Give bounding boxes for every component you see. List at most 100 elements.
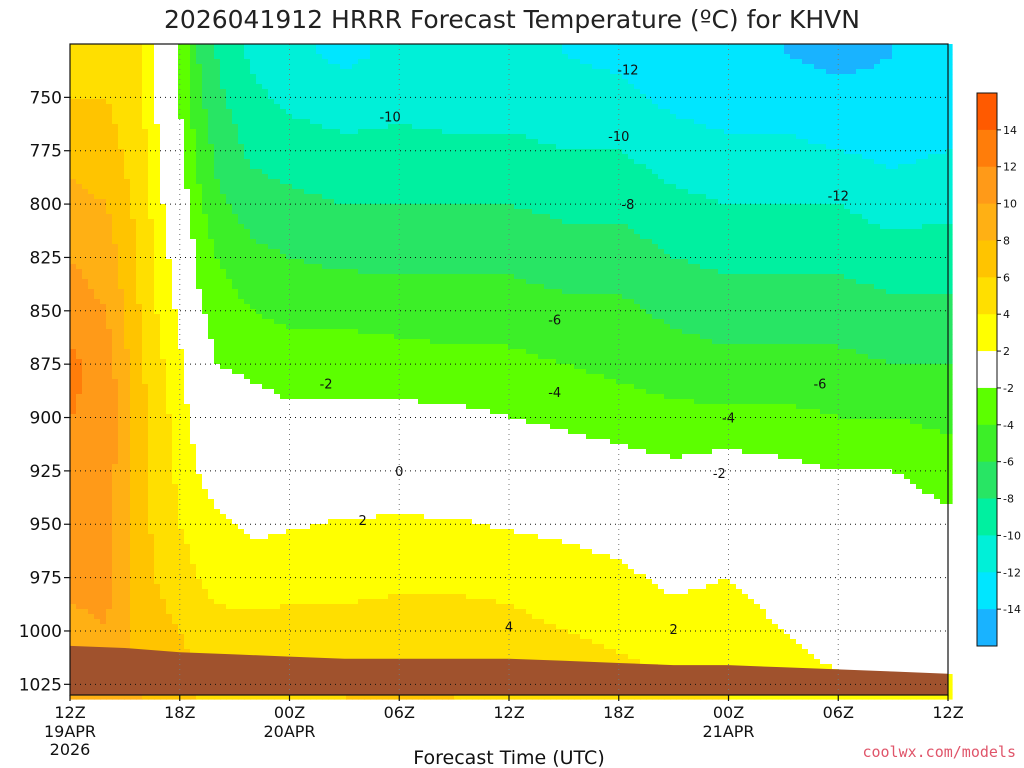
field-cell (286, 239, 293, 245)
field-cell (286, 504, 293, 510)
field-cell (286, 329, 293, 335)
field-cell (286, 384, 293, 390)
field-cell (208, 204, 215, 210)
field-cell (124, 569, 131, 575)
field-cell (148, 429, 155, 435)
field-cell (214, 574, 221, 580)
field-cell (208, 264, 215, 270)
field-cell (190, 364, 197, 370)
field-cell (280, 354, 287, 360)
field-cell (196, 239, 203, 245)
field-cell (160, 254, 167, 260)
field-cell (238, 69, 245, 75)
field-cell (142, 564, 149, 570)
field-cell (178, 434, 185, 440)
field-cell (250, 244, 257, 250)
field-cell (292, 459, 299, 465)
field-cell (280, 404, 287, 410)
field-cell (106, 184, 113, 190)
field-cell (256, 149, 263, 155)
field-cell (268, 549, 275, 555)
field-cell (136, 444, 143, 450)
field-cell (76, 454, 83, 460)
field-cell (142, 219, 149, 225)
field-cell (124, 394, 131, 400)
field-cell (250, 54, 257, 60)
field-cell (250, 594, 257, 600)
field-cell (274, 454, 281, 460)
field-cell (238, 549, 245, 555)
field-cell (178, 489, 185, 495)
field-cell (76, 489, 83, 495)
field-cell (166, 519, 173, 525)
field-cell (280, 564, 287, 570)
field-cell (214, 649, 221, 655)
field-cell (214, 284, 221, 290)
field-cell (118, 639, 125, 645)
field-cell (238, 214, 245, 220)
field-cell (250, 419, 257, 425)
field-cell (232, 579, 239, 585)
field-cell (286, 514, 293, 520)
field-cell (274, 519, 281, 525)
field-cell (136, 594, 143, 600)
field-cell (202, 394, 209, 400)
field-cell (250, 544, 257, 550)
field-cell (232, 319, 239, 325)
field-cell (100, 229, 107, 235)
field-cell (76, 109, 83, 115)
field-cell (214, 394, 221, 400)
field-cell (160, 479, 167, 485)
field-cell (184, 539, 191, 545)
field-cell (172, 324, 179, 330)
field-cell (208, 544, 215, 550)
field-cell (148, 574, 155, 580)
field-cell (238, 329, 245, 335)
field-cell (196, 389, 203, 395)
field-cell (190, 269, 197, 275)
field-cell (94, 469, 101, 475)
field-cell (160, 424, 167, 430)
field-cell (154, 159, 161, 165)
field-cell (154, 314, 161, 320)
field-cell (70, 174, 77, 180)
field-cell (160, 134, 167, 140)
field-cell (220, 154, 227, 160)
field-cell (94, 324, 101, 330)
field-cell (250, 494, 257, 500)
field-cell (148, 489, 155, 495)
field-cell (148, 354, 155, 360)
field-cell (226, 574, 233, 580)
field-cell (148, 399, 155, 405)
field-cell (130, 479, 137, 485)
field-cell (130, 454, 137, 460)
field-cell (88, 359, 95, 365)
field-cell (118, 624, 125, 630)
field-cell (184, 214, 191, 220)
field-cell (88, 159, 95, 165)
field-cell (160, 329, 167, 335)
field-cell (238, 289, 245, 295)
field-cell (274, 369, 281, 375)
field-cell (94, 104, 101, 110)
field-cell (256, 544, 263, 550)
field-cell (256, 229, 263, 235)
field-cell (112, 349, 119, 355)
field-cell (226, 334, 233, 340)
field-cell (112, 514, 119, 520)
field-cell (130, 149, 137, 155)
field-cell (148, 334, 155, 340)
field-cell (166, 339, 173, 345)
field-cell (244, 109, 251, 115)
field-cell (94, 374, 101, 380)
field-cell (106, 349, 113, 355)
field-cell (208, 344, 215, 350)
field-cell (166, 239, 173, 245)
field-cell (106, 394, 113, 400)
field-cell (226, 79, 233, 85)
field-cell (268, 354, 275, 360)
field-cell (124, 294, 131, 300)
field-cell (100, 314, 107, 320)
field-cell (124, 264, 131, 270)
field-cell (196, 599, 203, 605)
